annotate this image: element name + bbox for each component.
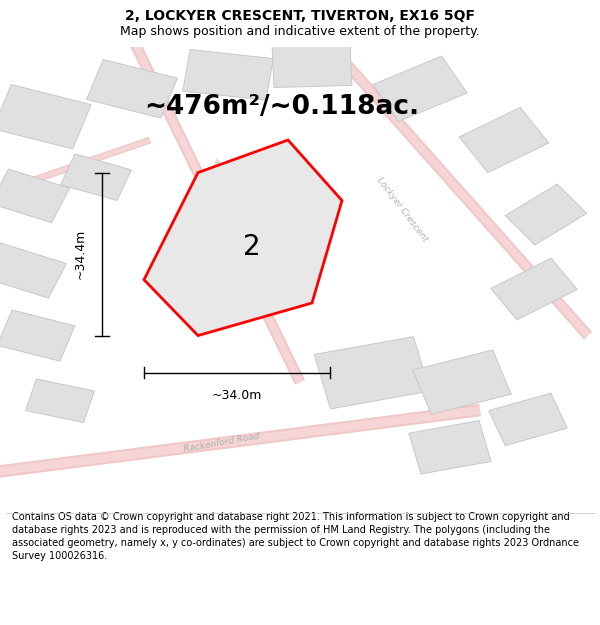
Polygon shape <box>0 169 70 222</box>
Text: Rackenford Road: Rackenford Road <box>183 431 261 454</box>
Polygon shape <box>0 310 75 361</box>
Polygon shape <box>413 350 511 414</box>
Text: 2, LOCKYER CRESCENT, TIVERTON, EX16 5QF: 2, LOCKYER CRESCENT, TIVERTON, EX16 5QF <box>125 9 475 23</box>
Polygon shape <box>489 393 567 446</box>
Text: ~34.0m: ~34.0m <box>212 389 262 402</box>
Polygon shape <box>26 379 94 423</box>
Text: Lockyer Crescent: Lockyer Crescent <box>375 176 429 244</box>
Polygon shape <box>182 49 274 100</box>
Polygon shape <box>505 184 587 245</box>
Polygon shape <box>144 140 342 336</box>
Text: ~476m²/~0.118ac.: ~476m²/~0.118ac. <box>145 94 419 121</box>
Text: Farleigh Meadow: Farleigh Meadow <box>196 158 224 234</box>
Polygon shape <box>272 44 352 88</box>
Polygon shape <box>409 421 491 474</box>
Polygon shape <box>373 56 467 121</box>
Polygon shape <box>0 242 67 298</box>
Polygon shape <box>0 84 91 149</box>
Text: 2: 2 <box>243 233 261 261</box>
Text: Contains OS data © Crown copyright and database right 2021. This information is : Contains OS data © Crown copyright and d… <box>12 512 579 561</box>
Polygon shape <box>86 59 178 118</box>
Text: ~34.4m: ~34.4m <box>74 229 87 279</box>
Polygon shape <box>491 258 577 320</box>
Polygon shape <box>61 154 131 201</box>
Polygon shape <box>459 107 549 172</box>
Text: Map shows position and indicative extent of the property.: Map shows position and indicative extent… <box>120 24 480 38</box>
Polygon shape <box>314 337 430 409</box>
